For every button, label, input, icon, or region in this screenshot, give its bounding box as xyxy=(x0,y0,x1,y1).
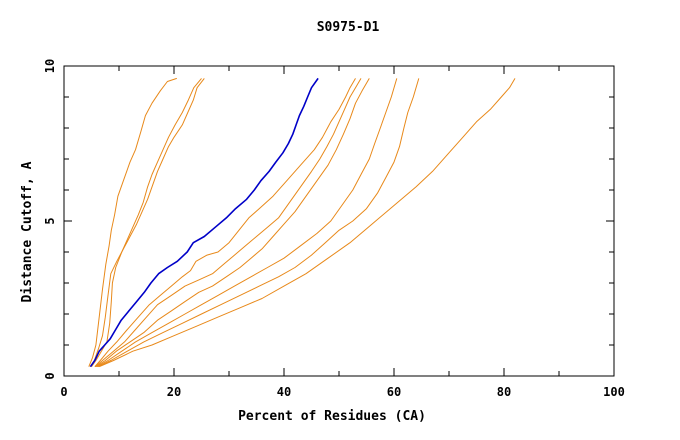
y-axis-label: Distance Cutoff, A xyxy=(20,161,35,302)
series-layer xyxy=(88,77,516,368)
series-line-orange-9 xyxy=(99,78,516,368)
axis-layer: 0 20 40 60 80 100 0 5 10 xyxy=(43,59,625,399)
series-line-orange-8 xyxy=(97,78,420,368)
series-line-orange-6 xyxy=(95,78,370,368)
x-tick-label: 20 xyxy=(167,385,181,399)
y-tick-label: 10 xyxy=(43,59,57,73)
x-tick-label: 60 xyxy=(387,385,401,399)
x-tick-label: 80 xyxy=(497,385,511,399)
y-tick-label: 0 xyxy=(43,372,57,379)
x-tick-label: 0 xyxy=(60,385,67,399)
series-line-blue-highlight xyxy=(89,77,319,368)
series-line-orange-5 xyxy=(94,78,362,368)
x-tick-label: 40 xyxy=(277,385,291,399)
series-line-orange-7 xyxy=(96,78,398,368)
x-tick-label: 100 xyxy=(603,385,625,399)
series-line-orange-1 xyxy=(88,77,177,367)
x-axis-label: Percent of Residues (CA) xyxy=(238,409,426,424)
series-line-orange-2 xyxy=(89,78,205,367)
chart-title: S0975-D1 xyxy=(317,20,380,35)
series-line-orange-4 xyxy=(94,78,356,368)
y-tick-label: 5 xyxy=(43,217,57,224)
series-line-orange-3 xyxy=(91,78,202,367)
